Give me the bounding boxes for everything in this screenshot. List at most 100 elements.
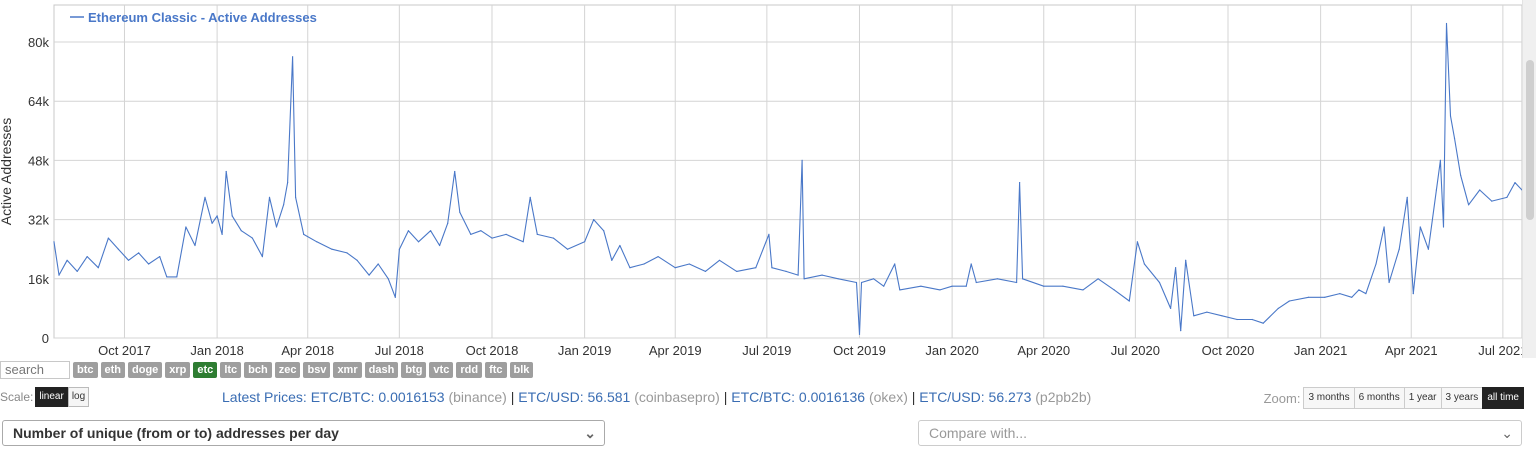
data-point	[283, 204, 285, 206]
data-point	[803, 278, 805, 280]
data-point	[755, 267, 757, 269]
compare-select-placeholder: Compare with...	[929, 425, 1028, 441]
data-point	[785, 270, 787, 272]
data-point	[1406, 196, 1408, 198]
data-point	[566, 248, 569, 250]
data-point	[1277, 307, 1279, 309]
data-point	[643, 263, 645, 265]
data-point	[1082, 289, 1084, 291]
data-point	[1128, 300, 1130, 302]
data-point	[629, 267, 631, 269]
coin-button-vtc[interactable]: vtc	[429, 362, 454, 378]
data-point	[1388, 281, 1390, 284]
data-point	[356, 259, 358, 261]
data-point	[97, 267, 99, 269]
legend-label: Ethereum Classic - Active Addresses	[88, 10, 317, 25]
y-tick-label: 32k	[28, 213, 49, 228]
data-point	[674, 267, 676, 269]
chart-scrollbar[interactable]	[1522, 0, 1536, 358]
compare-select[interactable]: Compare with... ⌄	[918, 420, 1522, 446]
data-point	[975, 281, 977, 284]
x-tick-label: Oct 2018	[466, 343, 519, 358]
price-exchange: (p2pb2b)	[1031, 389, 1092, 405]
coin-button-eth[interactable]: eth	[100, 362, 125, 378]
data-point	[718, 259, 721, 261]
scrollbar-thumb[interactable]	[1526, 60, 1534, 220]
scale-log-button[interactable]: log	[67, 387, 90, 407]
data-point	[1143, 263, 1145, 265]
data-point	[470, 233, 472, 235]
data-point	[768, 233, 770, 235]
search-input[interactable]: search	[0, 361, 70, 379]
x-tick-label: Apr 2019	[649, 343, 702, 358]
data-point	[377, 263, 379, 265]
data-point	[387, 278, 389, 280]
data-point	[1514, 182, 1516, 184]
coin-button-dash[interactable]: dash	[364, 362, 399, 378]
data-point	[1365, 293, 1367, 295]
coin-button-rdd[interactable]: rdd	[456, 362, 483, 378]
scale-row: Scale: linear log	[0, 387, 90, 407]
data-point	[53, 241, 55, 243]
price-value[interactable]: ETC/BTC: 0.0016153	[310, 389, 445, 405]
data-point	[899, 289, 901, 291]
data-point	[529, 196, 531, 198]
data-point	[1251, 318, 1253, 321]
price-item: ETC/USD: 56.581 (coinbasepro) |	[514, 389, 727, 405]
data-point	[996, 278, 999, 280]
zoom-1-year-button[interactable]: 1 year	[1403, 387, 1442, 409]
zoom-6-months-button[interactable]: 6 months	[1353, 387, 1405, 409]
coin-button-bsv[interactable]: bsv	[303, 362, 331, 378]
zoom-3-years-button[interactable]: 3 years	[1440, 387, 1484, 409]
price-value[interactable]: ETC/USD: 56.581	[514, 389, 631, 405]
coin-button-ltc[interactable]: ltc	[220, 362, 242, 378]
data-point	[1449, 115, 1452, 117]
data-point	[58, 274, 60, 276]
zoom-buttons: 3 months 6 months 1 year 3 years all time	[1303, 387, 1524, 409]
y-tick-label: 80k	[28, 35, 49, 50]
data-point	[447, 222, 449, 224]
scale-toggle: linear log	[35, 387, 90, 407]
data-point	[771, 267, 773, 269]
zoom-all-time-button[interactable]: all time	[1482, 387, 1524, 409]
price-value[interactable]: ETC/USD: 56.273	[915, 389, 1032, 405]
data-point	[454, 170, 456, 173]
coin-button-etc[interactable]: etc	[193, 362, 218, 378]
price-exchange: (binance)	[444, 389, 507, 405]
scale-linear-button[interactable]: linear	[35, 387, 68, 407]
data-point	[1427, 248, 1429, 250]
price-exchange: (okex)	[865, 389, 908, 405]
latest-prices: Latest Prices: ETC/BTC: 0.0016153 (binan…	[222, 389, 1091, 405]
data-point	[216, 215, 218, 217]
data-point	[552, 237, 555, 239]
data-point	[1043, 285, 1045, 287]
data-point	[1113, 289, 1115, 291]
coin-button-btg[interactable]: btg	[401, 362, 427, 378]
x-tick-label: Jul 2019	[742, 343, 791, 358]
zoom-3-months-button[interactable]: 3 months	[1303, 387, 1355, 409]
coin-button-bch[interactable]: bch	[244, 362, 272, 378]
data-point	[1435, 189, 1437, 191]
coin-button-blk[interactable]: blk	[509, 362, 534, 378]
price-separator: |	[907, 389, 916, 405]
x-tick-label: Jan 2018	[190, 343, 244, 358]
chevron-down-icon: ⌄	[584, 425, 596, 441]
price-value[interactable]: ETC/BTC: 0.0016136	[727, 389, 866, 405]
coin-button-xmr[interactable]: xmr	[333, 362, 362, 378]
data-point	[883, 285, 885, 287]
data-point	[1288, 300, 1290, 302]
data-point	[951, 285, 953, 287]
scale-label: Scale:	[0, 390, 34, 404]
coin-button-xrp[interactable]: xrp	[165, 362, 191, 378]
coin-button-list: btc eth doge xrp etc ltc bch zec bsv xmr dash btg vt…	[70, 362, 534, 378]
coin-button-ftc[interactable]: ftc	[485, 362, 507, 378]
x-tick-label: Jul 2021	[1478, 343, 1522, 358]
coin-button-doge[interactable]: doge	[128, 362, 163, 378]
metric-select[interactable]: Number of unique (from or to) addresses …	[2, 420, 605, 446]
data-point	[1445, 22, 1448, 25]
active-addresses-chart[interactable]: 0 16k 32k 48k 64k 80k Oct 2017 Jan 2018 Apr 2018…	[0, 0, 1522, 358]
data-point	[797, 274, 799, 276]
coin-button-btc[interactable]: btc	[73, 362, 98, 378]
coin-button-zec[interactable]: zec	[274, 362, 301, 378]
data-point	[107, 237, 109, 239]
